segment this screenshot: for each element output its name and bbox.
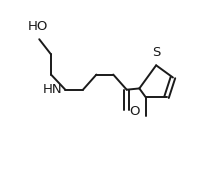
Text: S: S	[152, 46, 160, 59]
Text: HN: HN	[43, 83, 63, 96]
Text: HO: HO	[28, 20, 49, 33]
Text: O: O	[129, 105, 139, 118]
